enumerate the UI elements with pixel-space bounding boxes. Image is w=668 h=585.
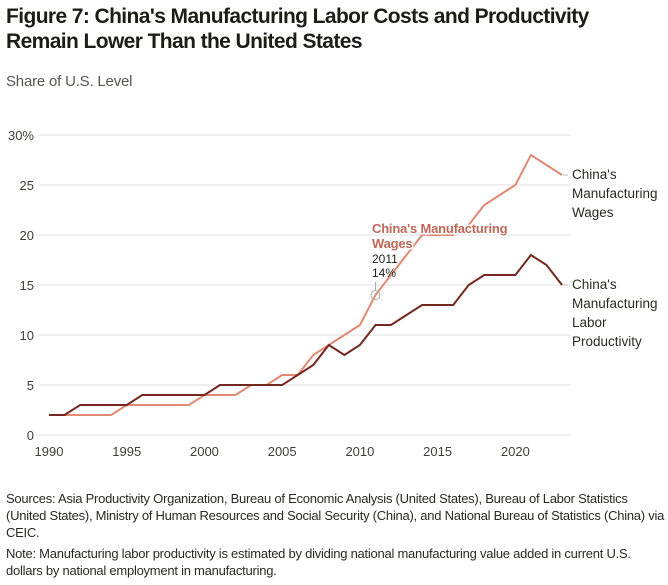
y-axis-ticks: 0 5 10 15 20 25 30% [8, 128, 34, 443]
x-tick-label: 1995 [112, 444, 141, 459]
annotation-title: China's Manufacturing [372, 221, 508, 236]
productivity-label: Labor [572, 315, 607, 330]
x-axis-ticks: 1990 1995 2000 2005 2010 2015 2020 [35, 444, 530, 459]
y-tick-label: 25 [20, 178, 34, 193]
annotation-title-halo: Wages [372, 236, 412, 251]
x-tick-label: 2015 [423, 444, 452, 459]
y-axis-title: Share of U.S. Level [6, 73, 133, 90]
chart-title: Figure 7: China's Manufacturing Labor Co… [6, 5, 589, 53]
productivity-label: Productivity [572, 334, 642, 349]
x-tick-label: 1990 [35, 444, 64, 459]
wages-label: Manufacturing [572, 186, 658, 201]
annotation-value: 14% [372, 266, 396, 280]
wages-label: China's [572, 167, 617, 182]
productivity-label: Manufacturing [572, 296, 658, 311]
x-tick-label: 2010 [345, 444, 374, 459]
y-tick-label: 20 [20, 228, 34, 243]
annotation-title-halo: China's Manufacturing [372, 221, 508, 236]
annotation-title: Wages [372, 236, 412, 251]
y-tick-label: 0 [27, 428, 34, 443]
x-tick-label: 2000 [190, 444, 219, 459]
series-lines [49, 153, 563, 416]
sources-note: Sources: Asia Productivity Organization,… [6, 491, 665, 540]
x-tick-label: 2005 [268, 444, 297, 459]
methodology-note: Note: Manufacturing labor productivity i… [6, 546, 631, 578]
wages-line [49, 153, 563, 416]
y-tick-label: 15 [20, 278, 34, 293]
line-chart: 0 5 10 15 20 25 30% 1990 1995 2000 2005 2010 2015 20… [8, 128, 658, 459]
y-tick-label: 10 [20, 328, 34, 343]
productivity-label: China's [572, 277, 617, 292]
productivity-line [49, 253, 563, 416]
wages-label: Wages [572, 205, 614, 220]
footnotes: Sources: Asia Productivity Organization,… [6, 490, 666, 583]
annotation-marker [370, 290, 381, 300]
y-tick-label: 30% [8, 128, 34, 143]
series-labels: China's Manufacturing Wages China's Manufact… [563, 167, 658, 349]
x-tick-label: 2020 [501, 444, 530, 459]
annotation-year: 2011 [372, 252, 398, 266]
gridlines [38, 134, 571, 436]
y-tick-label: 5 [27, 378, 34, 393]
